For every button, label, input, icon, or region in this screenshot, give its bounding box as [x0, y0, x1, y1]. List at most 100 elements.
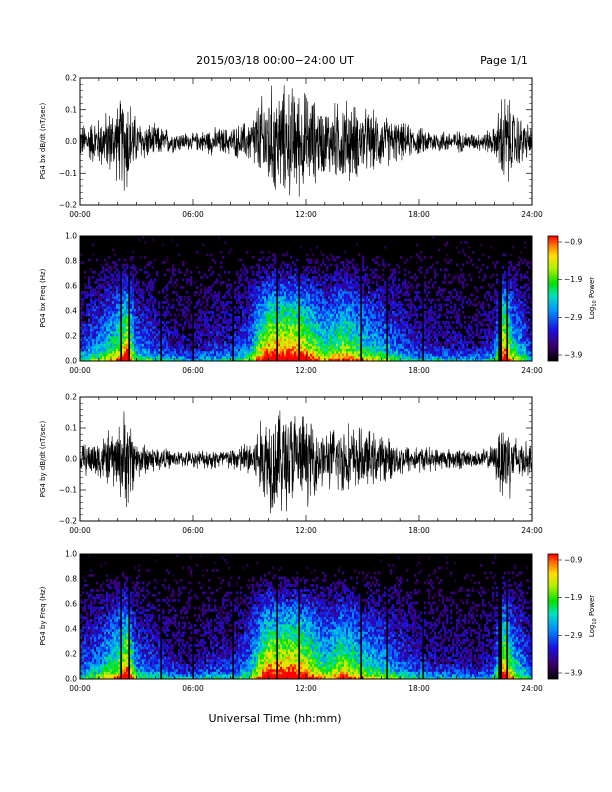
spectrogram-cell: [164, 341, 167, 344]
spectrogram-cell: [284, 351, 287, 354]
spectrogram-cell: [402, 293, 405, 297]
spectrogram-cell: [152, 321, 155, 324]
spectrogram-cell: [92, 343, 95, 347]
spectrogram-cell: [342, 303, 345, 307]
spectrogram-cell: [394, 356, 397, 359]
spectrogram-cell: [350, 338, 353, 342]
spectrogram-cell: [144, 308, 147, 312]
spectrogram-cell: [238, 278, 241, 282]
spectrogram-cell: [328, 316, 331, 319]
spectrogram-cell: [324, 311, 327, 314]
spectrogram-cell: [274, 253, 277, 257]
spectrogram-cell: [262, 326, 265, 329]
spectrogram-cell: [404, 261, 407, 264]
spectrogram-cell: [272, 276, 275, 279]
spectrogram-cell: [326, 256, 329, 259]
spectrogram-cell: [238, 328, 241, 332]
spectrogram-cell: [130, 321, 133, 324]
spectrogram-cell: [288, 303, 291, 307]
spectrogram-cell: [282, 321, 285, 324]
spectrogram-cell: [280, 326, 283, 329]
spectrogram-cell: [230, 343, 233, 347]
spectrogram-cell: [226, 291, 229, 294]
spectrogram-cell: [168, 311, 171, 314]
spectrogram-cell: [252, 286, 255, 289]
spectrogram-cell: [312, 291, 315, 294]
spectrogram-cell: [154, 258, 157, 262]
spectrogram-cell: [334, 271, 337, 274]
spectrogram-cell: [168, 321, 171, 324]
spectrogram-cell: [410, 348, 413, 352]
spectrogram-cell: [282, 348, 285, 352]
spectrogram-cell: [106, 343, 109, 347]
spectrogram-cell: [278, 331, 281, 334]
spectrogram-cell: [246, 303, 249, 307]
spectrogram-cell: [252, 293, 255, 297]
spectrogram-cell: [376, 256, 379, 259]
spectrogram-cell: [220, 341, 223, 344]
spectrogram-cell: [152, 338, 155, 342]
spectrogram-cell: [266, 288, 269, 292]
spectrogram-cell: [228, 338, 231, 342]
spectrogram-cell: [282, 271, 285, 274]
spectrogram-cell: [106, 308, 109, 312]
spectrogram-cell: [410, 353, 413, 357]
spectrogram-cell: [384, 286, 387, 289]
spectrogram-cell: [134, 351, 137, 354]
spectrogram-cell: [94, 311, 97, 314]
spectrogram-cell: [318, 268, 321, 272]
spectrogram-cell: [146, 323, 149, 327]
spectrogram-cell: [376, 278, 379, 282]
spectrogram-cell: [140, 351, 143, 354]
spectrogram-cell: [288, 351, 291, 354]
spectrogram-cell: [180, 296, 183, 299]
spectrogram-cell: [348, 333, 351, 337]
spectrogram-cell: [164, 333, 167, 337]
spectrogram-cell: [114, 303, 117, 307]
spectrogram-cell: [164, 323, 167, 327]
spectrogram-cell: [404, 356, 407, 359]
spectrogram-cell: [196, 303, 199, 307]
spectrogram-cell: [350, 311, 353, 314]
spectrogram-cell: [154, 331, 157, 334]
spectrogram-cell: [366, 281, 369, 284]
spectrogram-cell: [350, 326, 353, 329]
spectrogram-cell: [254, 333, 257, 337]
spectrogram-cell: [118, 341, 121, 344]
spectrogram-cell: [272, 288, 275, 292]
spectrogram-cell: [166, 256, 169, 259]
spectrogram-cell: [206, 328, 209, 332]
spectrogram-cell: [260, 276, 263, 279]
spectrogram-cell: [132, 328, 135, 332]
spectrogram-cell: [344, 251, 347, 254]
spectrogram-cell: [378, 328, 381, 332]
spectrogram-cell: [336, 301, 339, 304]
spectrogram-cell: [384, 263, 387, 267]
spectrogram-cell: [284, 338, 287, 342]
spectrogram-cell: [302, 301, 305, 304]
spectrogram-cell: [84, 341, 87, 344]
spectrogram-cell: [90, 313, 93, 317]
spectrogram-cell: [286, 318, 289, 322]
spectrogram-cell: [226, 328, 229, 332]
spectrogram-cell: [340, 261, 343, 264]
spectrogram-cell: [102, 316, 105, 319]
spectrogram-cell: [98, 346, 101, 349]
spectrogram-cell: [354, 333, 357, 337]
spectrogram-cell: [140, 331, 143, 334]
spectrogram-cell: [334, 353, 337, 357]
spectrogram-cell: [208, 291, 211, 294]
spectrogram-cell: [280, 306, 283, 309]
spectrogram-cell: [356, 281, 359, 284]
spectrogram-cell: [318, 348, 321, 352]
spectrogram-cell: [266, 323, 269, 327]
spectrogram-cell: [416, 358, 419, 362]
spectrogram-cell: [80, 301, 83, 304]
spectrogram-cell: [328, 346, 331, 349]
spectrogram-cell: [346, 343, 349, 347]
spectrogram-cell: [236, 341, 239, 344]
spectrogram-cell: [380, 343, 383, 347]
spectrogram-cell: [294, 291, 297, 294]
spectrogram-cell: [268, 308, 271, 312]
spectrogram-cell: [114, 353, 117, 357]
